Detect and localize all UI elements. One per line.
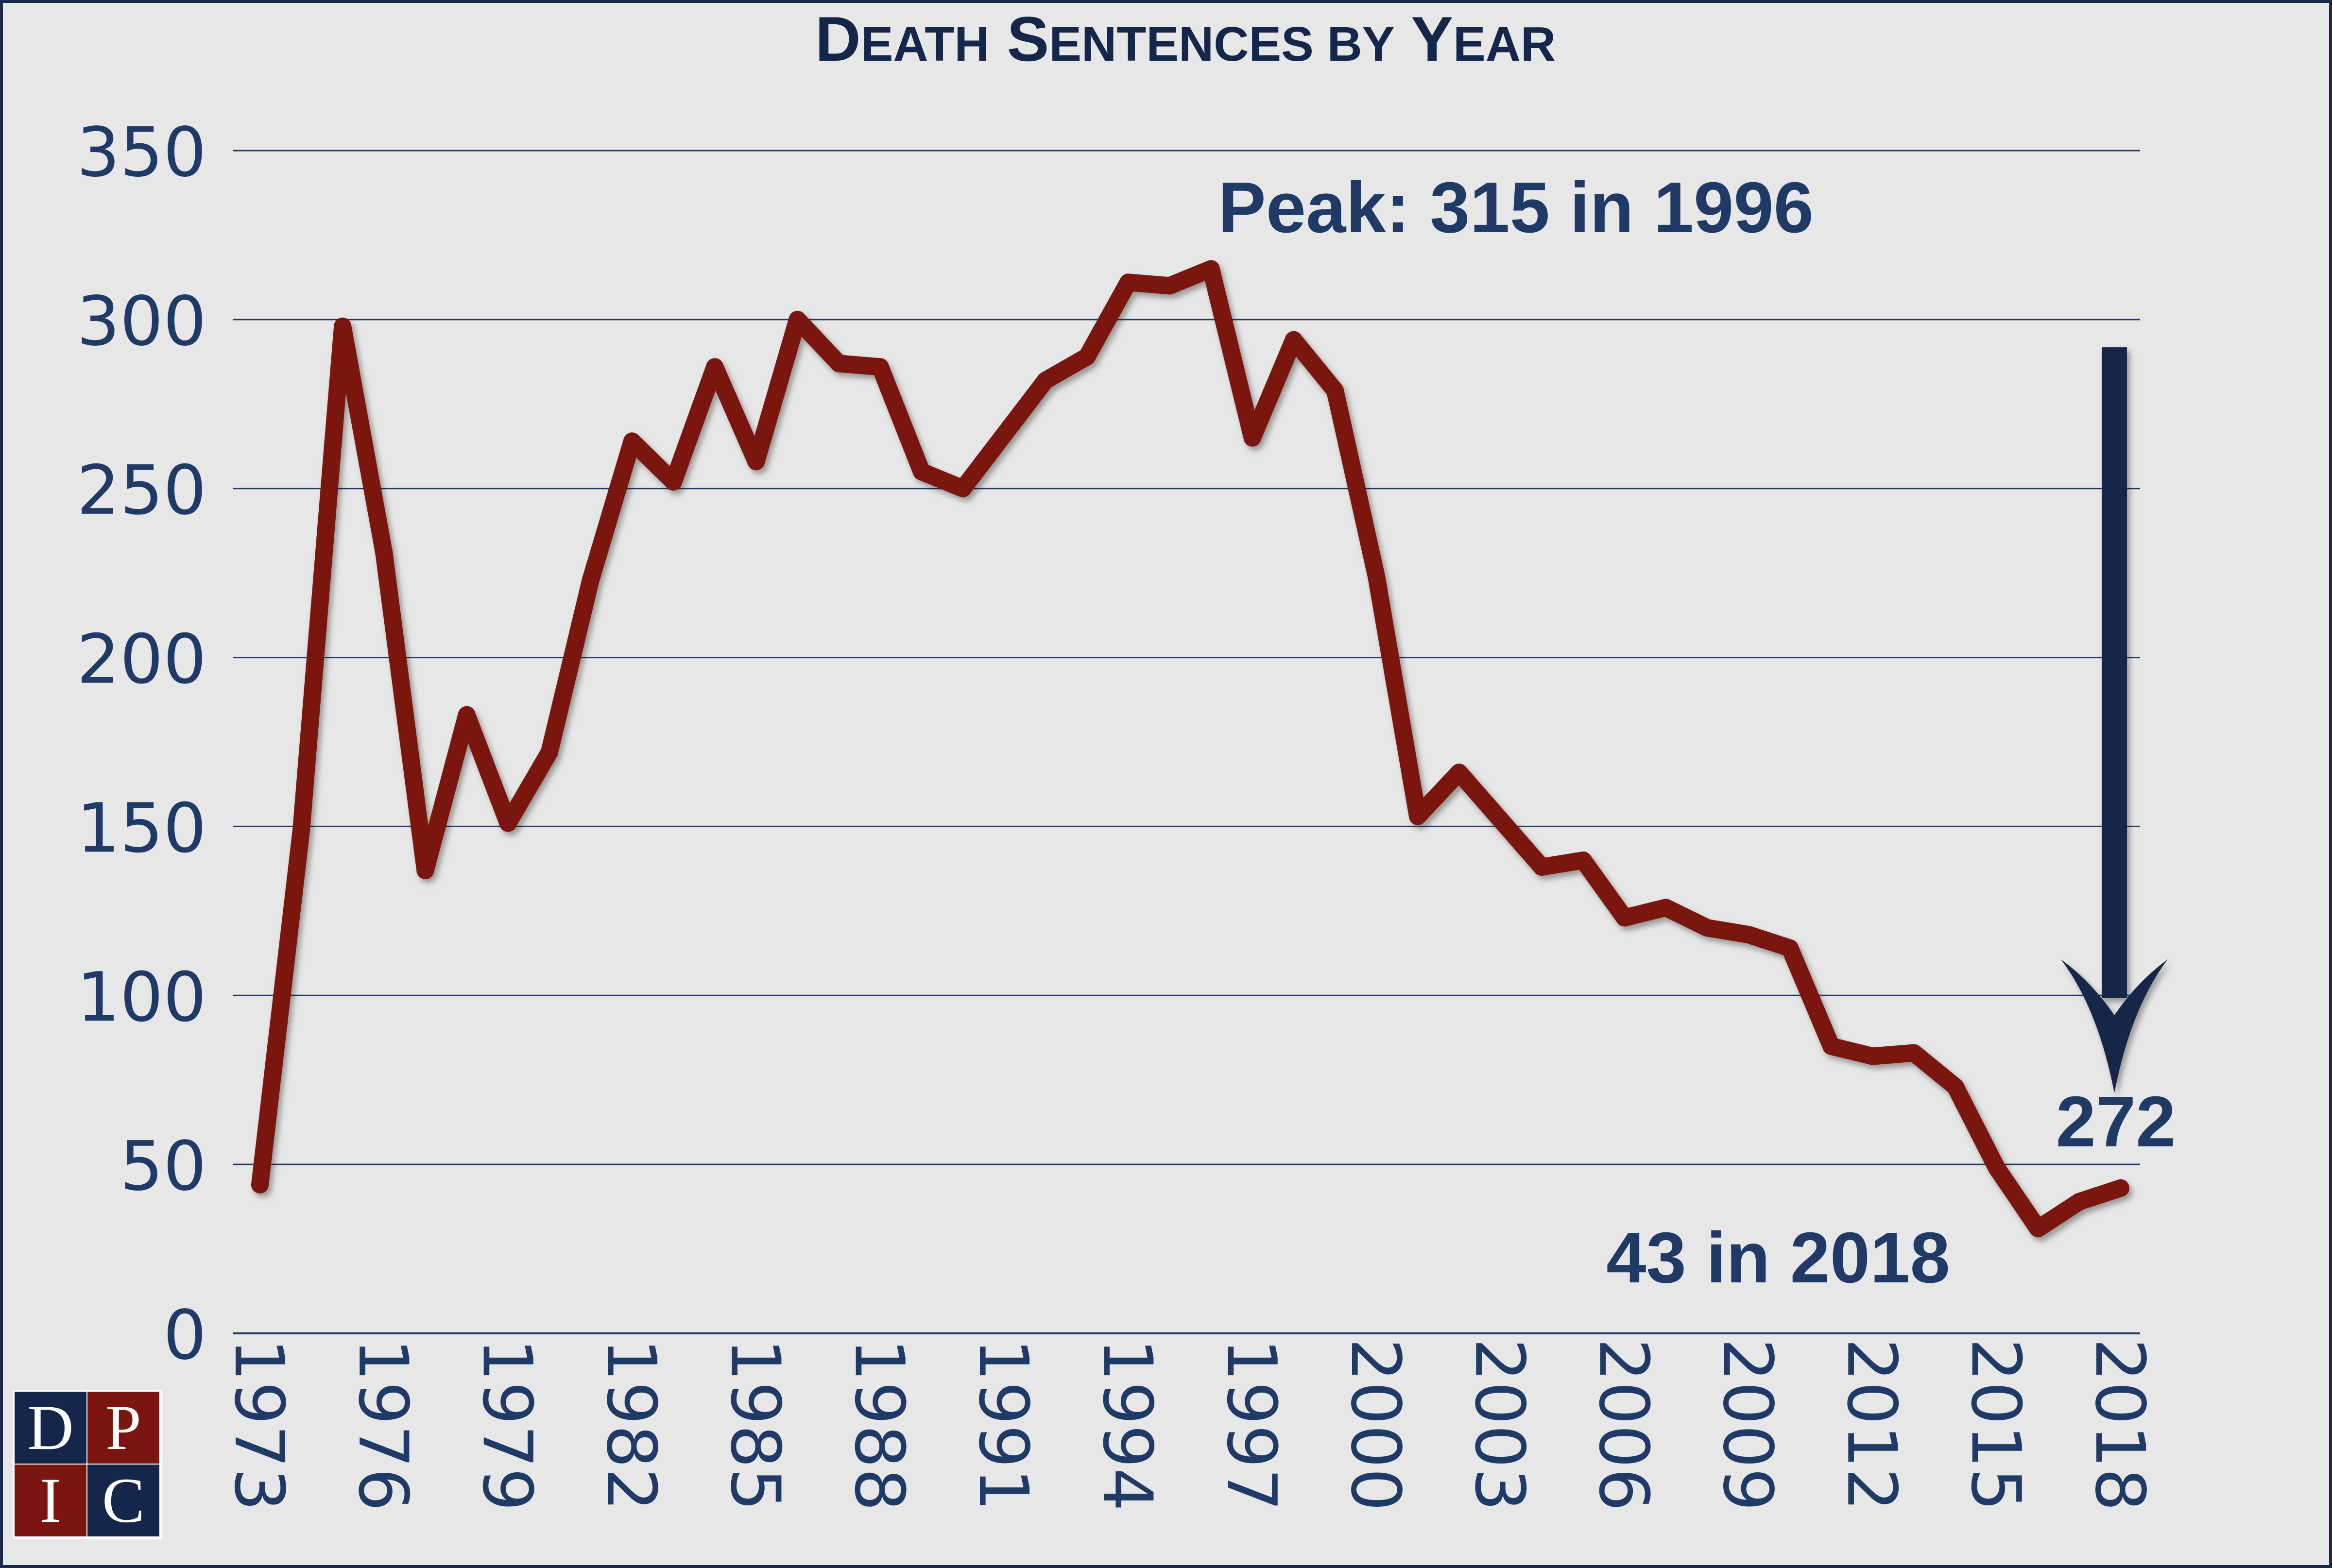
data-point <box>458 706 476 724</box>
x-tick-label: 1985 <box>715 1338 794 1511</box>
chart-title-word-cap: D <box>815 3 861 74</box>
y-tick-label: 100 <box>77 958 206 1037</box>
chart-title-word-rest: EATH <box>861 17 990 71</box>
data-point <box>871 358 889 376</box>
chart-title-word-cap: Y <box>1395 3 1453 74</box>
data-point <box>1037 372 1055 390</box>
peak-annotation: Peak: 315 in 1996 <box>1218 168 1814 248</box>
chart-title-word-rest: BY <box>1314 17 1395 71</box>
data-point <box>2112 1179 2129 1197</box>
data-point <box>1285 331 1303 349</box>
data-point <box>1698 919 1716 937</box>
data-point <box>1905 1044 1923 1062</box>
data-point <box>665 473 683 491</box>
data-point <box>830 355 848 373</box>
data-point <box>2070 1193 2088 1210</box>
data-point <box>1450 764 1468 782</box>
logo-cell <box>15 1465 86 1536</box>
logo-letter: C <box>102 1465 145 1536</box>
data-point <box>1657 899 1675 917</box>
logo-cell <box>15 1392 86 1464</box>
x-tick-label: 1979 <box>467 1338 547 1511</box>
data-point <box>1988 1159 2006 1177</box>
logo-cell <box>87 1392 159 1464</box>
x-tick-label: 1997 <box>1212 1338 1291 1511</box>
data-point <box>1740 926 1757 944</box>
x-tick-label: 1988 <box>840 1338 919 1511</box>
data-point <box>582 571 600 589</box>
x-tick-label: 2015 <box>1956 1338 2035 1511</box>
y-tick-label: 0 <box>163 1296 206 1375</box>
data-point <box>1119 273 1137 291</box>
x-tick-label: 2003 <box>1459 1338 1539 1511</box>
data-point <box>747 453 765 471</box>
data-point <box>1864 1047 1882 1065</box>
data-point <box>416 861 434 879</box>
x-tick-label: 1991 <box>963 1338 1043 1511</box>
y-tick-label: 150 <box>77 789 206 868</box>
data-point <box>251 1176 269 1193</box>
x-tick-label: 2018 <box>2080 1338 2159 1511</box>
logo-letter: D <box>27 1392 73 1463</box>
data-point <box>2029 1220 2047 1238</box>
y-axis-tick-labels: 0 50 100 150 200 250 300 350 <box>77 113 206 1375</box>
decline-arrow <box>2061 347 2168 1093</box>
data-point <box>499 814 517 832</box>
chart-title-word-cap: S <box>990 3 1049 74</box>
decline-amount-annotation: 272 <box>2056 1082 2176 1162</box>
x-tick-label: 2006 <box>1584 1338 1663 1511</box>
data-point <box>1243 429 1261 447</box>
data-point <box>1946 1078 1964 1096</box>
data-points <box>251 260 2129 1238</box>
latest-value-annotation: 43 in 2018 <box>1606 1218 1950 1298</box>
data-point <box>1078 348 1096 366</box>
y-tick-label: 200 <box>77 620 206 699</box>
chart-title-word-rest: EAR <box>1453 17 1556 71</box>
x-tick-label: 1994 <box>1087 1338 1166 1511</box>
y-tick-label: 250 <box>77 451 206 530</box>
logo-cell <box>87 1465 159 1536</box>
x-axis-tick-labels: 1973 1976 1979 1982 1985 1988 1991 1994 1997 2000… <box>219 1338 2159 1511</box>
y-tick-label: 300 <box>77 282 206 361</box>
data-point <box>1409 807 1427 825</box>
chart-title: DEATH SENTENCES BY YEAR <box>815 3 1556 74</box>
data-point <box>912 462 930 480</box>
y-tick-label: 350 <box>77 113 206 192</box>
data-point <box>540 743 558 761</box>
data-point <box>1161 277 1179 295</box>
data-point <box>1615 909 1633 927</box>
data-point <box>1202 260 1220 278</box>
x-tick-label: 1982 <box>591 1338 670 1511</box>
data-point <box>1533 858 1551 876</box>
x-tick-label: 2009 <box>1708 1338 1787 1511</box>
data-point <box>954 479 972 497</box>
data-point <box>1781 939 1799 957</box>
data-point <box>1368 567 1385 585</box>
data-point <box>1326 382 1344 399</box>
data-point <box>292 821 310 839</box>
data-point <box>375 544 393 562</box>
data-point <box>789 310 806 328</box>
data-point <box>623 432 641 450</box>
data-point <box>1822 1037 1840 1055</box>
logo-letter: I <box>40 1465 61 1536</box>
x-tick-label: 2012 <box>1832 1338 1911 1511</box>
series-line-death-sentences <box>251 260 2129 1238</box>
x-tick-label: 1973 <box>219 1338 298 1511</box>
x-tick-label: 2000 <box>1336 1338 1415 1511</box>
data-point <box>1574 852 1592 869</box>
data-point <box>995 426 1013 443</box>
x-tick-label: 1976 <box>343 1338 422 1511</box>
data-point <box>1492 811 1509 829</box>
gridlines <box>233 150 2140 1334</box>
dpic-logo: D PI C <box>13 1390 162 1539</box>
data-point <box>706 358 724 376</box>
data-point <box>334 317 352 335</box>
chart-title-word-rest: ENTENCES <box>1049 17 1314 71</box>
logo-letter: P <box>105 1392 141 1463</box>
y-tick-label: 50 <box>120 1127 206 1206</box>
